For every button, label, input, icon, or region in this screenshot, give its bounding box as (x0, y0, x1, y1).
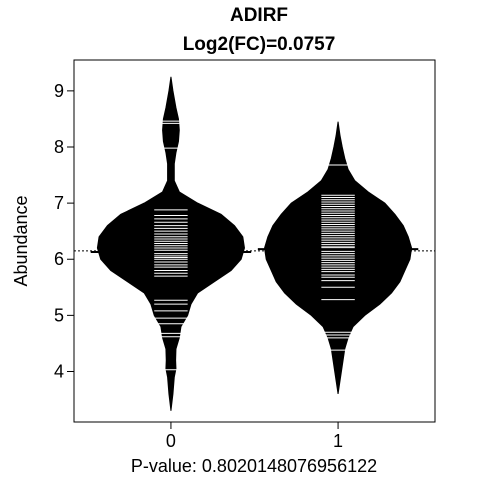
y-tick-label: 8 (54, 137, 64, 157)
y-tick-label: 7 (54, 193, 64, 213)
y-tick-label: 9 (54, 81, 64, 101)
chart-title: ADIRF (230, 5, 288, 26)
plot-frame (73, 59, 436, 423)
y-tick-label: 5 (54, 305, 64, 325)
x-tick-label: 0 (166, 431, 176, 451)
bean-1 (257, 121, 419, 395)
y-tick-label: 6 (54, 249, 64, 269)
plot-area (74, 76, 435, 411)
x-axis-label: P-value: 0.8020148076956122 (131, 456, 377, 476)
chart-subtitle: Log2(FC)=0.0757 (183, 34, 336, 55)
x-tick-label: 1 (333, 431, 343, 451)
y-axis-label: Abundance (11, 195, 31, 286)
y-axis: 4 5 6 7 8 9 (54, 81, 74, 381)
y-tick-label: 4 (54, 361, 64, 381)
bean-0 (90, 76, 252, 411)
